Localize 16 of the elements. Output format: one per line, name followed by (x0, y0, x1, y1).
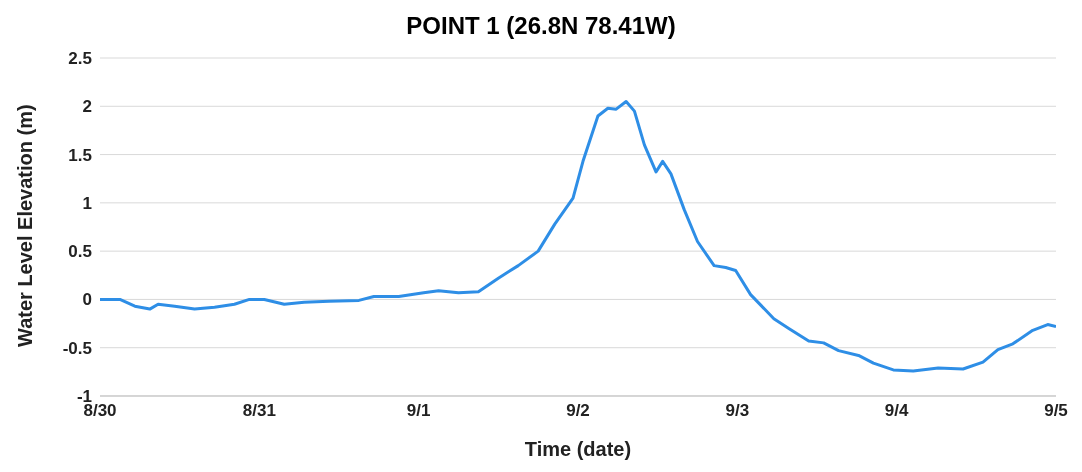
y-tick-label: 0 (82, 290, 92, 310)
y-tick-label: -0.5 (62, 338, 92, 358)
y-tick-label: 1 (82, 193, 92, 213)
y-tick-label: 0.5 (68, 242, 92, 262)
x-tick-label: 9/2 (566, 401, 590, 421)
x-tick-label: 9/3 (725, 401, 750, 421)
chart-title: POINT 1 (26.8N 78.41W) (405, 11, 677, 41)
x-axis-title: Time (date) (524, 438, 632, 460)
y-tick-label: 2 (82, 97, 92, 117)
y-axis-title: Water Level Elevation (m) (14, 104, 37, 347)
x-tick-label: 9/4 (884, 401, 910, 421)
y-tick-label: 1.5 (68, 145, 92, 165)
x-tick-label: 8/31 (242, 401, 276, 421)
y-tick-label: 2.5 (68, 49, 92, 69)
x-tick-label: 9/1 (406, 401, 431, 421)
x-tick-label: 9/5 (1044, 401, 1068, 421)
